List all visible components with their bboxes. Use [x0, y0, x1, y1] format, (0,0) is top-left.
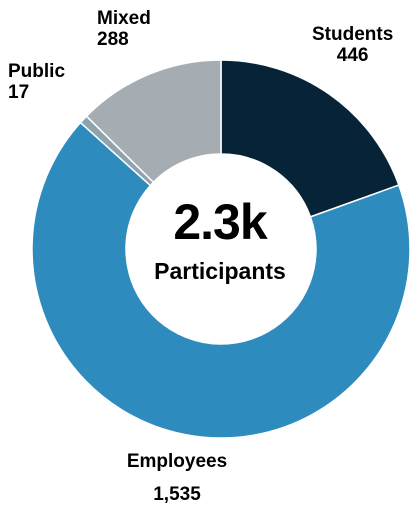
- label-mixed-value: 288: [97, 29, 129, 50]
- label-mixed-name: Mixed: [97, 8, 151, 29]
- label-public-name: Public: [8, 61, 66, 82]
- slice-mixed: [85, 59, 222, 184]
- slice-students: [220, 59, 400, 218]
- label-employees-value: 1,535: [153, 484, 201, 505]
- label-public: Public 17: [8, 61, 65, 103]
- label-public-value: 17: [8, 82, 30, 103]
- label-students: Students 446: [312, 24, 393, 66]
- label-mixed: Mixed 288: [97, 8, 151, 50]
- center-total-value: 2.3k: [173, 194, 267, 250]
- slice-employees: [31, 121, 411, 439]
- label-employees: Employees 1,535: [112, 451, 242, 505]
- center-total-caption: Participants: [154, 258, 286, 284]
- label-students-name: Students: [312, 24, 394, 45]
- label-students-value: 446: [336, 45, 369, 66]
- label-employees-name: Employees: [126, 451, 228, 472]
